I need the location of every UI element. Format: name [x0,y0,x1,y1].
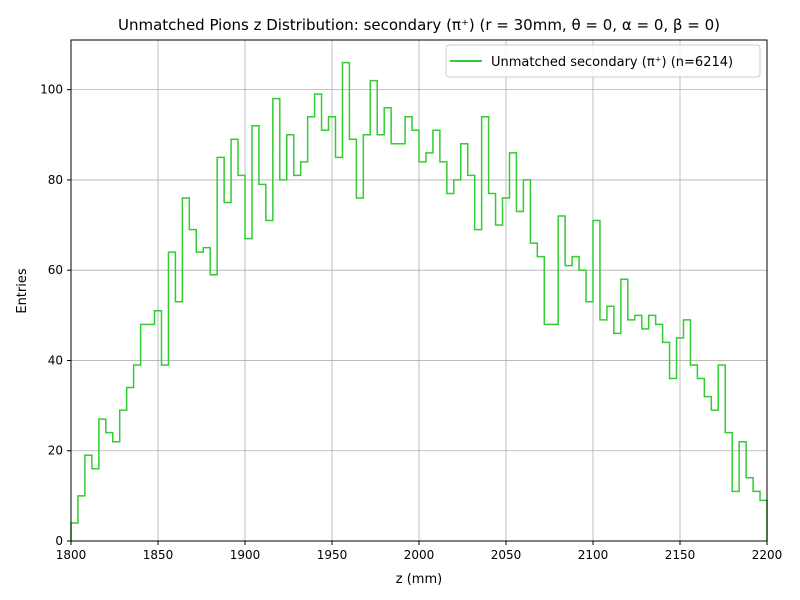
histogram-series-line [70,61,768,541]
y-tick-label: 100 [40,83,63,97]
y-tick-label: 40 [48,353,63,367]
y-tick-label: 80 [48,173,63,187]
x-tick-label: 2050 [491,548,522,562]
x-axis-ticks: 1800 1850 1900 1950 2000 2050 2100 2150 2200 [56,541,783,562]
y-tick-label: 0 [55,534,63,548]
chart-title: Unmatched Pions z Distribution: secondar… [118,16,720,34]
x-tick-label: 2150 [665,548,696,562]
x-tick-label: 2000 [404,548,435,562]
x-axis-label: z (mm) [396,572,442,587]
x-tick-label: 1900 [230,548,261,562]
x-tick-label: 1800 [56,548,87,562]
y-tick-label: 60 [48,263,63,277]
legend: Unmatched secondary (π⁺) (n=6214) [445,44,761,78]
x-tick-label: 2100 [578,548,609,562]
legend-label: Unmatched secondary (π⁺) (n=6214) [491,55,733,70]
x-tick-label: 1950 [317,548,348,562]
y-axis-label: Entries [15,268,30,314]
y-tick-label: 20 [48,444,63,458]
y-axis-ticks: 0 20 40 60 80 100 [40,83,71,548]
legend-box [445,44,761,78]
grid-lines [70,40,768,542]
x-tick-label: 2200 [752,548,783,562]
x-tick-label: 1850 [143,548,174,562]
